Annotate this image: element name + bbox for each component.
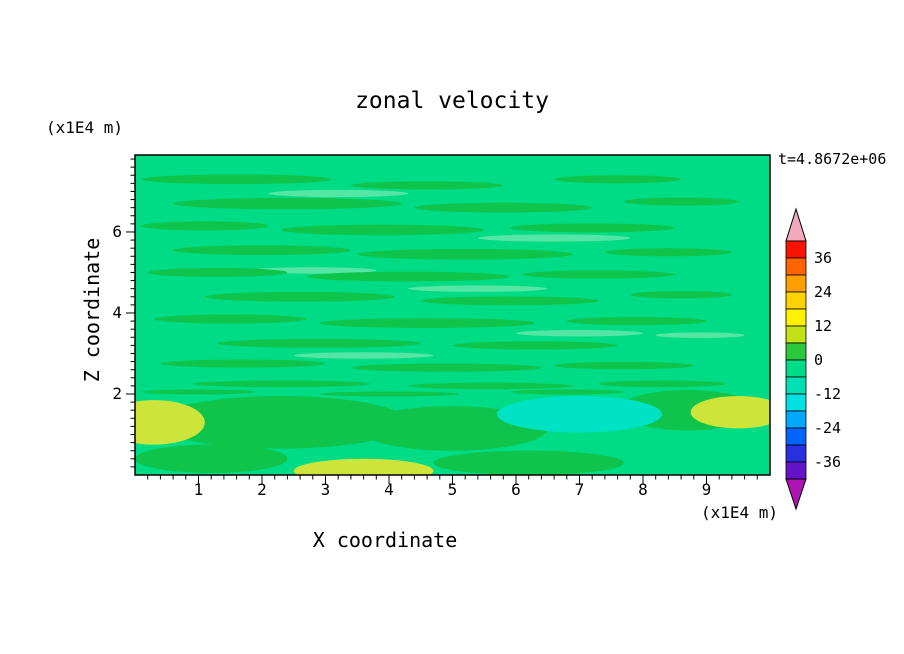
svg-text:6: 6 [511,480,521,499]
svg-text:12: 12 [814,317,832,335]
svg-text:8: 8 [638,480,648,499]
z-axis-unit: (x1E4 m) [46,118,124,137]
colorbar-arrow-down [785,478,807,511]
svg-text:-12: -12 [814,385,841,403]
svg-text:2: 2 [257,480,267,499]
svg-text:-24: -24 [814,419,841,437]
svg-text:9: 9 [702,480,712,499]
plot-title: zonal velocity [355,88,549,114]
colorbar: 36 24 12 0 -12 -24 -36 [785,207,841,511]
svg-text:6: 6 [112,222,122,241]
svg-text:2: 2 [112,384,122,403]
tick-labels: 1 2 3 4 5 6 7 8 9 2 4 6 [112,222,711,499]
svg-text:4: 4 [112,303,122,322]
time-annotation: t=4.8672e+06 [778,150,887,168]
svg-text:-36: -36 [814,453,841,471]
svg-text:3: 3 [321,480,331,499]
colorbar-arrow-up [785,207,807,242]
contour-field [135,174,770,475]
svg-text:4: 4 [384,480,394,499]
axis-ticks [126,158,758,484]
svg-text:0: 0 [814,351,823,369]
svg-text:5: 5 [448,480,458,499]
x-axis-unit: (x1E4 m) [700,503,778,522]
svg-text:1: 1 [194,480,204,499]
svg-text:36: 36 [814,249,832,267]
svg-text:24: 24 [814,283,832,301]
x-axis-label: X coordinate [312,528,458,552]
svg-text:7: 7 [575,480,585,499]
